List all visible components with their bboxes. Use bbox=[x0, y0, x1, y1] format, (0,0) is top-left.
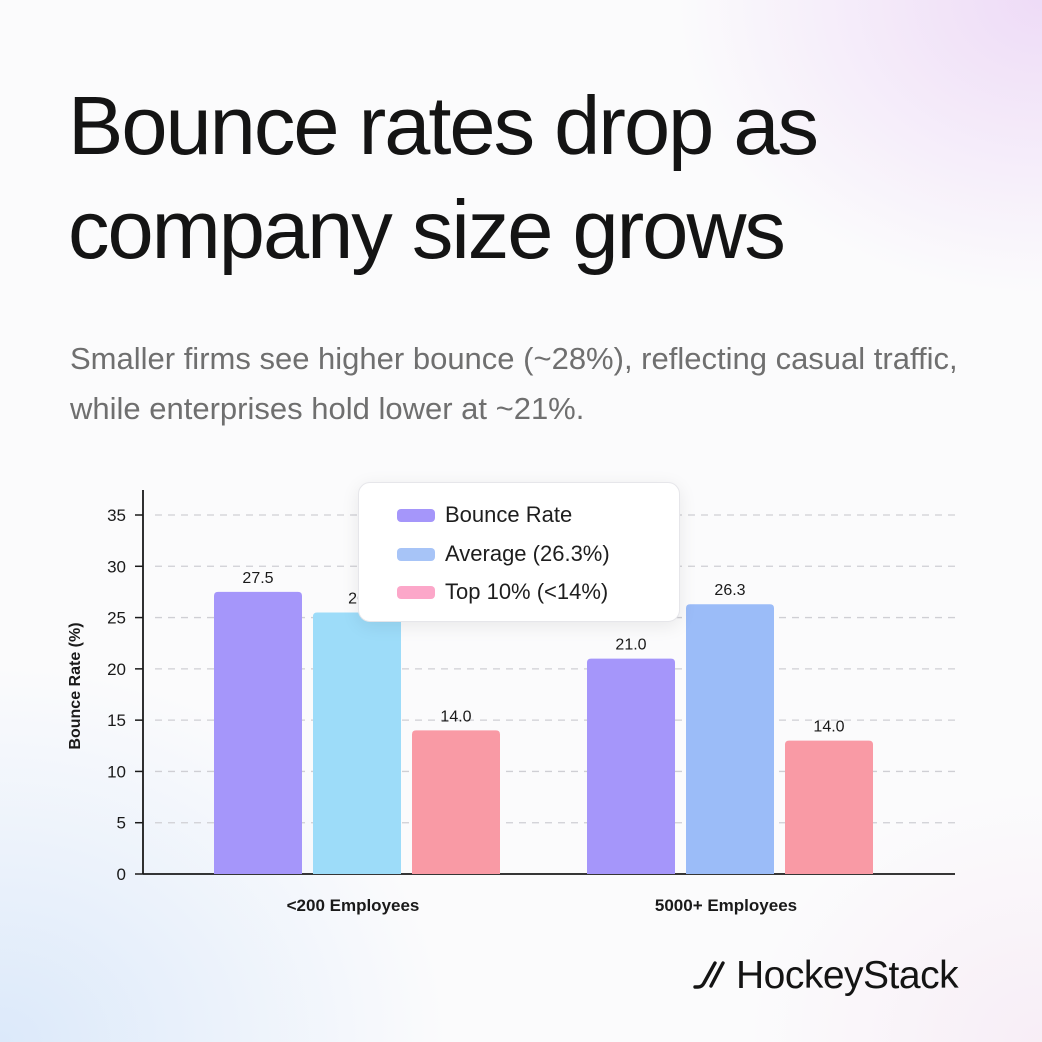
chart-legend: Bounce Rate Average (26.3%) Top 10% (<14… bbox=[358, 482, 680, 622]
bar bbox=[785, 740, 873, 874]
y-tick-label: 25 bbox=[107, 609, 126, 628]
bar bbox=[214, 591, 302, 874]
bar-value-label: 21.0 bbox=[615, 637, 646, 654]
hockey-stick-logo-icon bbox=[693, 961, 725, 989]
bar-value-label: 14.0 bbox=[813, 719, 844, 736]
legend-item-bounce-rate: Bounce Rate bbox=[397, 501, 572, 529]
legend-label-top-10: Top 10% (<14%) bbox=[445, 579, 609, 604]
legend-item-top-10: Top 10% (<14%) bbox=[397, 578, 608, 606]
legend-label-average: Average (26.3%) bbox=[445, 541, 610, 566]
legend-swatch-top-10 bbox=[397, 585, 435, 599]
bar bbox=[587, 658, 675, 874]
page-title: Bounce rates drop as company size grows bbox=[68, 79, 819, 276]
y-tick-label: 10 bbox=[107, 762, 126, 781]
brand-logo: HockeyStack bbox=[692, 950, 959, 1002]
page-subtitle: Smaller firms see higher bounce (~28%), … bbox=[70, 341, 958, 426]
x-category-label: <200 Employees bbox=[287, 896, 420, 915]
bar-value-label: 26.3 bbox=[714, 582, 745, 599]
brand-name: HockeyStack bbox=[736, 954, 959, 997]
bar-value-label: 14.0 bbox=[440, 708, 471, 725]
y-axis-title: Bounce Rate (%) bbox=[67, 622, 84, 749]
legend-swatch-bounce-rate bbox=[397, 508, 435, 522]
y-tick-label: 5 bbox=[117, 814, 126, 833]
y-tick-label: 0 bbox=[117, 865, 126, 884]
x-category-label: 5000+ Employees bbox=[655, 896, 797, 915]
legend-swatch-average bbox=[397, 547, 435, 561]
legend-label-bounce-rate: Bounce Rate bbox=[445, 502, 573, 527]
y-tick-label: 35 bbox=[107, 506, 126, 525]
bar bbox=[686, 604, 774, 874]
legend-item-average: Average (26.3%) bbox=[397, 540, 610, 568]
bar bbox=[313, 612, 401, 874]
y-tick-label: 15 bbox=[107, 711, 126, 730]
y-tick-label: 20 bbox=[107, 660, 126, 679]
bar bbox=[412, 730, 500, 874]
y-tick-label: 30 bbox=[107, 557, 126, 576]
bar-value-label: 27.5 bbox=[242, 570, 273, 587]
